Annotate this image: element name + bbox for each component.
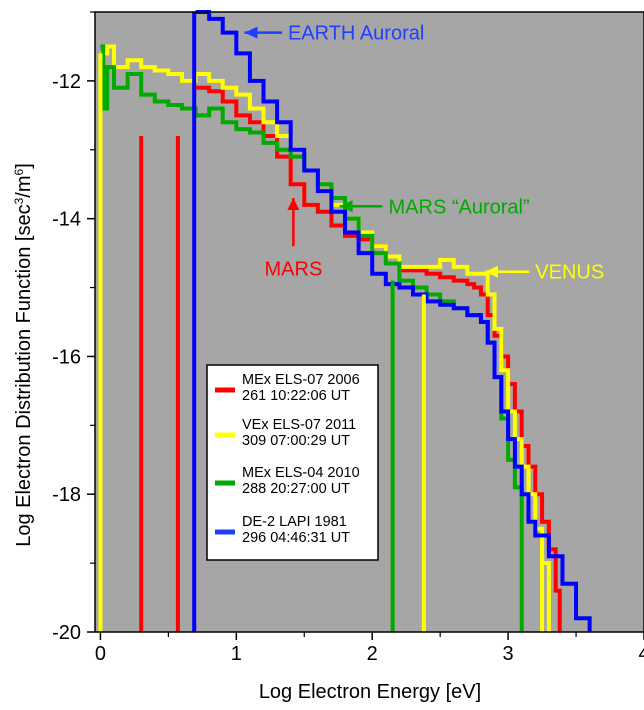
y-axis-title-close: ] [13, 163, 35, 169]
legend-label-line1: MEx ELS-07 2006 [242, 372, 360, 388]
legend-box [206, 364, 379, 561]
legend-label-line2: 288 20:27:00 UT [242, 481, 350, 497]
legend-label-line1: VEx ELS-07 2011 [242, 417, 356, 433]
legend-item: VEx ELS-07 2011 309 07:00:29 UT [215, 417, 356, 449]
x-tick-label: 4 [638, 643, 644, 665]
annotation: MARS “Auroral” [339, 196, 530, 218]
series-layer [100, 10, 592, 632]
annotation-layer: EARTH Auroral MARS “Auroral” MARS VENUS [244, 23, 604, 284]
annotation-label: VENUS [535, 262, 604, 284]
tick-layer: 0 1 2 3 4 -12 -14 -16 -18 -20 [52, 11, 644, 665]
legend-label-line1: DE-2 LAPI 1981 [242, 514, 347, 530]
x-tick-label: 1 [231, 643, 242, 665]
annotation-arrow-head [339, 200, 353, 213]
dropout-layer [98, 12, 545, 632]
legend-label-line2: 261 10:22:06 UT [242, 388, 350, 404]
annotation: VENUS [485, 262, 604, 284]
legend: MEx ELS-07 2006 261 10:22:06 UT VEx ELS-… [206, 364, 379, 561]
annotation-arrow-head [244, 26, 258, 39]
plot-frame [94, 11, 644, 633]
y-tick-label: -16 [52, 346, 81, 368]
legend-label-line1: MEx ELS-04 2010 [242, 465, 360, 481]
legend-item: DE-2 LAPI 1981 296 04:46:31 UT [215, 514, 350, 546]
annotation: EARTH Auroral [244, 23, 424, 45]
annotation-label: MARS [265, 258, 323, 280]
y-axis-title-main: Log Electron Distribution Function [sec [13, 204, 35, 546]
legend-item: MEx ELS-07 2006 261 10:22:06 UT [215, 372, 360, 404]
annotation-label: EARTH Auroral [288, 23, 424, 45]
series-line [195, 85, 562, 632]
y-tick-label: -14 [52, 209, 81, 231]
series-line [195, 10, 592, 632]
y-axis-title: Log Electron Distribution Function [sec3… [12, 163, 35, 547]
annotation: MARS [265, 198, 323, 280]
legend-item: MEx ELS-04 2010 288 20:27:00 UT [215, 465, 360, 497]
annotation-label: MARS “Auroral” [389, 196, 530, 218]
legend-label-line2: 296 04:46:31 UT [242, 530, 350, 546]
y-tick-label: -20 [52, 622, 81, 644]
x-tick-label: 2 [367, 643, 378, 665]
y-axis-title-exp6: 6 [12, 168, 26, 175]
x-tick-label: 3 [503, 643, 514, 665]
x-tick-label: 0 [95, 643, 106, 665]
legend-label-line2: 309 07:00:29 UT [242, 433, 350, 449]
x-axis-title: Log Electron Energy [eV] [259, 681, 481, 703]
y-tick-label: -12 [52, 71, 81, 93]
annotation-arrow-head [485, 265, 499, 278]
annotation-arrow-head [287, 198, 300, 210]
y-axis-title-unit: /m [13, 175, 35, 197]
y-tick-label: -18 [52, 484, 81, 506]
y-axis-title-exp3: 3 [12, 197, 26, 204]
